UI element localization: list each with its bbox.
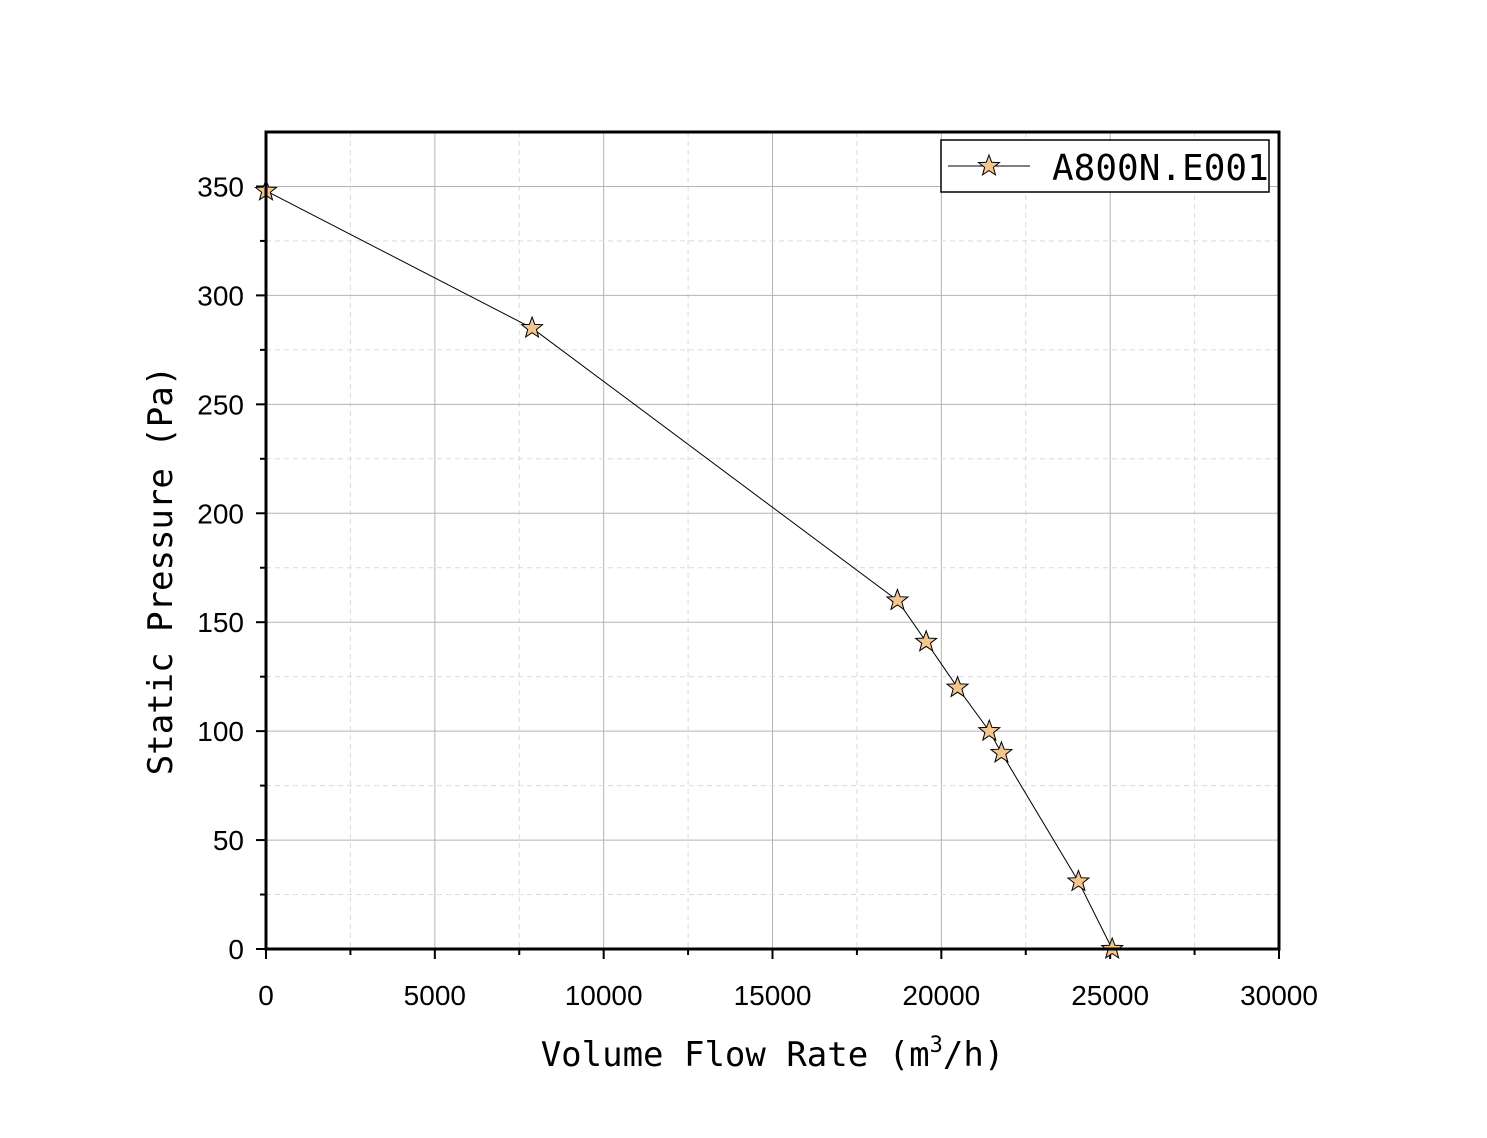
y-tick-label: 200 xyxy=(197,498,244,529)
x-tick-label: 30000 xyxy=(1240,980,1318,1011)
data-point-star xyxy=(885,587,910,611)
data-point-star xyxy=(1066,869,1091,892)
x-tick-label: 15000 xyxy=(734,980,812,1011)
x-tick-label: 10000 xyxy=(565,980,643,1011)
y-tick-label: 150 xyxy=(197,607,244,638)
x-tick-label: 25000 xyxy=(1071,980,1149,1011)
legend-star-marker xyxy=(977,153,1001,177)
y-tick-label: 250 xyxy=(197,389,244,420)
x-tick-label: 0 xyxy=(258,980,274,1011)
legend-label: A800N.E001 xyxy=(1052,148,1269,189)
y-axis-ticks: 0 50 100 150 200 250 300 350 xyxy=(197,171,266,965)
y-tick-label: 100 xyxy=(197,716,244,747)
data-point-star xyxy=(989,740,1014,763)
x-axis-title-main: Volume Flow Rate (m xyxy=(541,1035,930,1075)
series-layer xyxy=(254,178,1125,960)
x-axis-title-tail: /h) xyxy=(943,1035,1004,1075)
grid xyxy=(266,132,1279,949)
x-axis-title-superscript: 3 xyxy=(930,1033,943,1058)
data-point-star xyxy=(945,675,970,698)
y-axis-title: Static Pressure (Pa) xyxy=(141,366,181,775)
y-tick-label: 0 xyxy=(228,934,244,965)
data-point-star xyxy=(914,629,938,652)
x-axis-title: Volume Flow Rate (m3/h) xyxy=(541,1033,1005,1075)
x-axis-ticks: 0 5000 10000 15000 20000 25000 30000 xyxy=(258,949,1318,1011)
y-tick-label: 350 xyxy=(197,171,244,202)
series-line xyxy=(265,190,1113,950)
data-point-star xyxy=(520,315,544,339)
legend: A800N.E001 xyxy=(940,139,1270,193)
data-point-star xyxy=(977,718,1002,742)
y-tick-label: 300 xyxy=(197,280,244,311)
x-tick-label: 5000 xyxy=(404,980,466,1011)
y-tick-label: 50 xyxy=(213,825,244,856)
plot-frame xyxy=(264,130,1281,951)
x-tick-label: 20000 xyxy=(902,980,980,1011)
